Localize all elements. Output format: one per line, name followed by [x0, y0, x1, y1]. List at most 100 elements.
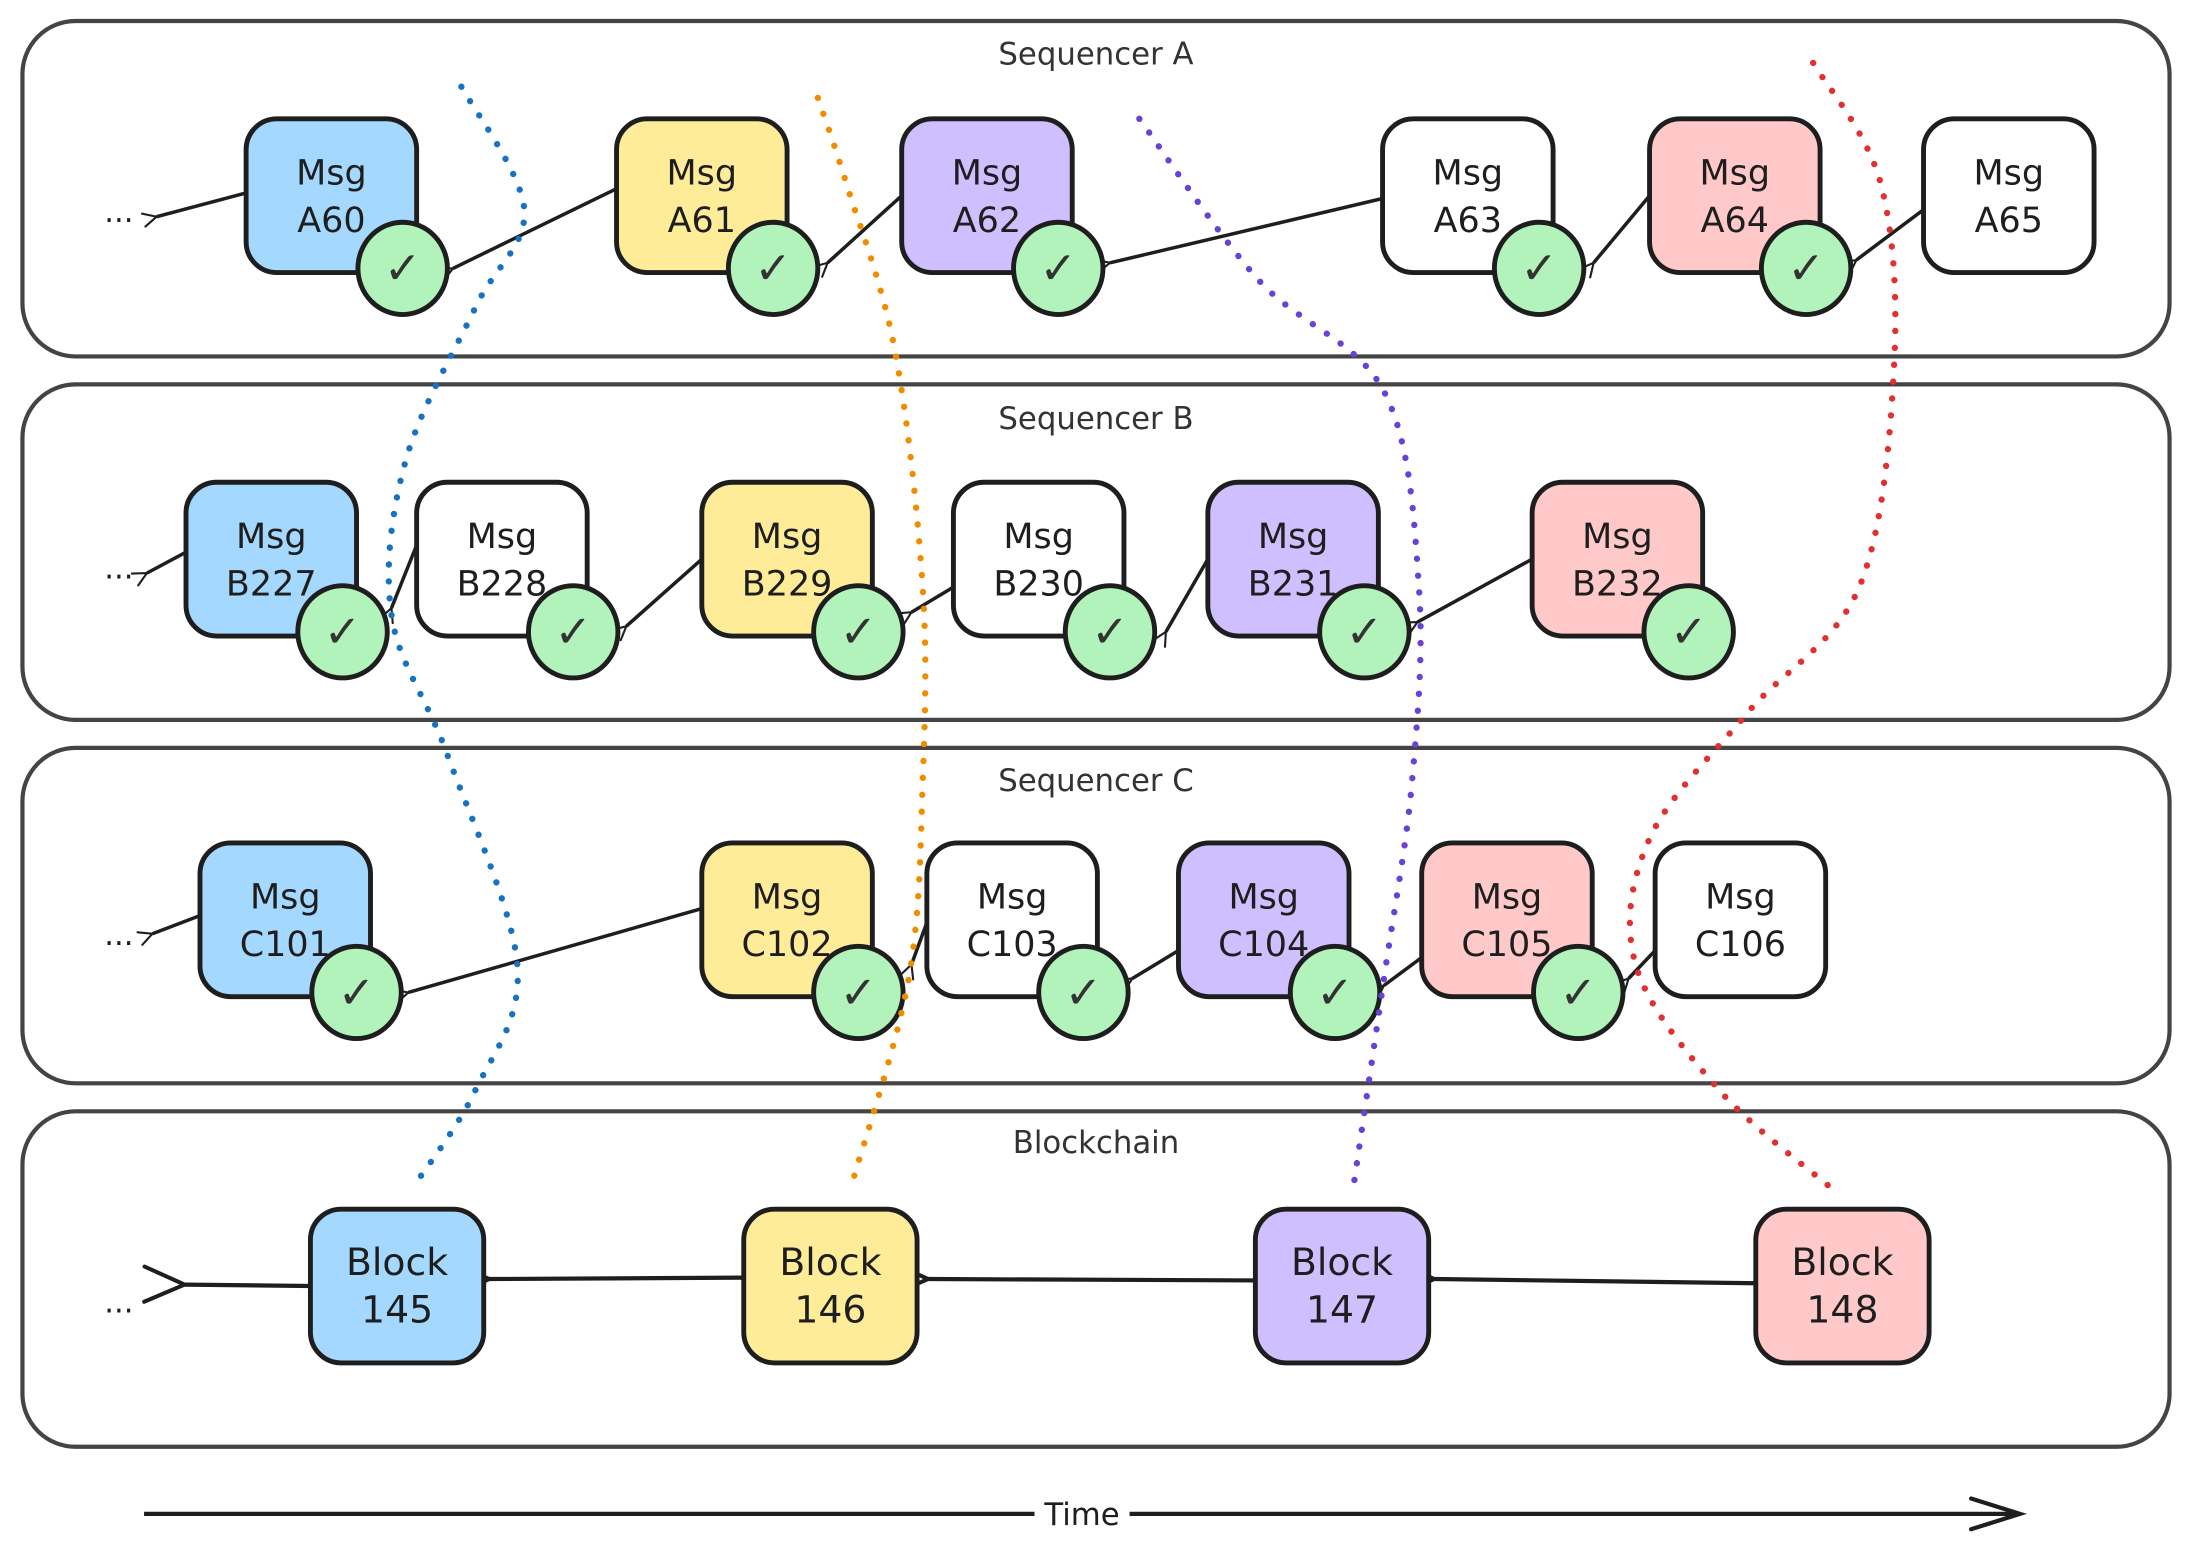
panel-title: Blockchain: [1013, 1125, 1179, 1161]
check-badge: [526, 583, 621, 681]
message-a61: Msg A61 ✓: [614, 116, 821, 317]
panel-title: Sequencer C: [998, 763, 1194, 799]
time-arrowhead-icon: [1968, 1496, 2027, 1532]
link-arrow: [1110, 196, 1383, 262]
link-arrow: [152, 913, 201, 934]
message-b227: Msg B227✓: [183, 479, 390, 681]
box-label-line2: A65: [1975, 201, 2043, 241]
message-b229: Msg B229✓: [699, 479, 906, 681]
box-label-line2: 147: [1306, 1287, 1378, 1331]
checkmark-icon: ✓: [1040, 242, 1077, 295]
checkmark-icon: ✓: [1065, 966, 1102, 1019]
check-badge: [1062, 583, 1158, 681]
box-label-line2: B230: [993, 564, 1084, 604]
box-label-line2: A63: [1434, 201, 1502, 241]
link-arrow: [157, 191, 247, 217]
box-label-line1: Msg: [1974, 154, 2045, 194]
box-label-line2: A61: [668, 201, 736, 241]
box-label-line1: Msg: [1228, 878, 1299, 918]
box-label-line2: C101: [240, 925, 331, 965]
check-badge: [355, 219, 450, 317]
link-arrow: [626, 557, 703, 626]
link-arrow: [142, 1264, 311, 1304]
checkmark-icon: ✓: [1091, 605, 1128, 658]
box-label-line1: Msg: [1472, 878, 1543, 918]
box: [1252, 1206, 1432, 1366]
box-label-line2: A60: [297, 201, 365, 241]
box-label-line1: Msg: [1433, 154, 1504, 194]
box: [1921, 116, 2097, 276]
panel-sequencer-a: Sequencer A...: [20, 18, 2172, 359]
time-label: Time: [1043, 1497, 1119, 1533]
box-label-line2: 148: [1806, 1287, 1878, 1331]
panel-frame: [20, 18, 2172, 359]
box-label-line1: Msg: [752, 878, 823, 918]
message-b228: Msg B228✓: [414, 479, 621, 681]
checkmark-icon: ✓: [1346, 605, 1383, 658]
checkmark-icon: ✓: [1560, 966, 1597, 1019]
box-label-line2: 146: [794, 1287, 866, 1331]
message-b230: Msg B230✓: [950, 479, 1158, 681]
box-label-line2: C104: [1218, 925, 1309, 965]
box-label-line1: Msg: [1705, 878, 1776, 918]
box: [1652, 840, 1829, 1000]
inclusion-line-blue: [385, 83, 528, 1192]
ellipsis: ...: [104, 1285, 133, 1321]
checkmark-icon: ✓: [324, 605, 361, 658]
inclusion-line-purple: [1136, 115, 1424, 1192]
box-label-line2: C102: [742, 925, 833, 965]
box-label-line1: Msg: [1700, 154, 1771, 194]
check-badge: [1036, 943, 1131, 1042]
box-label-line2: C106: [1695, 925, 1786, 965]
message-c102: Msg C102✓: [699, 840, 906, 1042]
message-c105: Msg C105✓: [1419, 840, 1626, 1042]
checkmark-icon: ✓: [338, 966, 375, 1019]
check-badge: [811, 583, 906, 681]
message-a65: Msg A65: [1921, 116, 2097, 276]
box-label-line1: Block: [779, 1240, 881, 1284]
checkmark-icon: ✓: [384, 242, 421, 295]
link-arrow: [147, 550, 187, 573]
box-label-line2: B231: [1248, 564, 1339, 604]
message-c101: Msg C101✓: [197, 840, 404, 1042]
box-label-line2: A64: [1701, 201, 1769, 241]
box: [307, 1206, 487, 1366]
box-label-line2: B227: [226, 564, 317, 604]
box-label-line1: Msg: [667, 154, 738, 194]
link-arrow: [885, 1259, 1256, 1299]
box-label-line1: Block: [1791, 1240, 1893, 1284]
check-badge: [295, 583, 390, 681]
link-arrow: [911, 921, 929, 965]
check-badge: [1317, 583, 1412, 681]
link-arrow: [1391, 1258, 1756, 1299]
link-arrow: [1594, 194, 1651, 263]
box-label-line1: Msg: [752, 517, 823, 557]
link-arrow: [453, 187, 618, 269]
link-arrow: [1856, 208, 1925, 260]
check-badge: [1011, 219, 1106, 317]
message-b231: Msg B231✓: [1205, 479, 1412, 681]
checkmark-icon: ✓: [754, 242, 791, 295]
checkmark-icon: ✓: [1520, 242, 1557, 295]
box-label-line1: Msg: [236, 517, 307, 557]
check-badge: [1641, 583, 1736, 681]
box-label-line2: B232: [1572, 564, 1663, 604]
message-a62: Msg A62 ✓: [899, 116, 1106, 317]
checkmark-icon: ✓: [840, 966, 877, 1019]
ellipsis: ...: [104, 917, 133, 953]
link-arrow: [1629, 949, 1657, 979]
ellipsis: ...: [104, 551, 133, 587]
panel-title: Sequencer B: [998, 401, 1193, 437]
link-arrow: [1418, 557, 1533, 622]
box: [741, 1206, 920, 1366]
box-label-line1: Msg: [977, 878, 1048, 918]
box-label-line1: Msg: [296, 154, 367, 194]
check-badge: [1758, 219, 1854, 317]
link-arrow: [408, 906, 703, 993]
box-label-line2: A62: [953, 201, 1021, 241]
message-b232: Msg B232✓: [1529, 479, 1736, 681]
